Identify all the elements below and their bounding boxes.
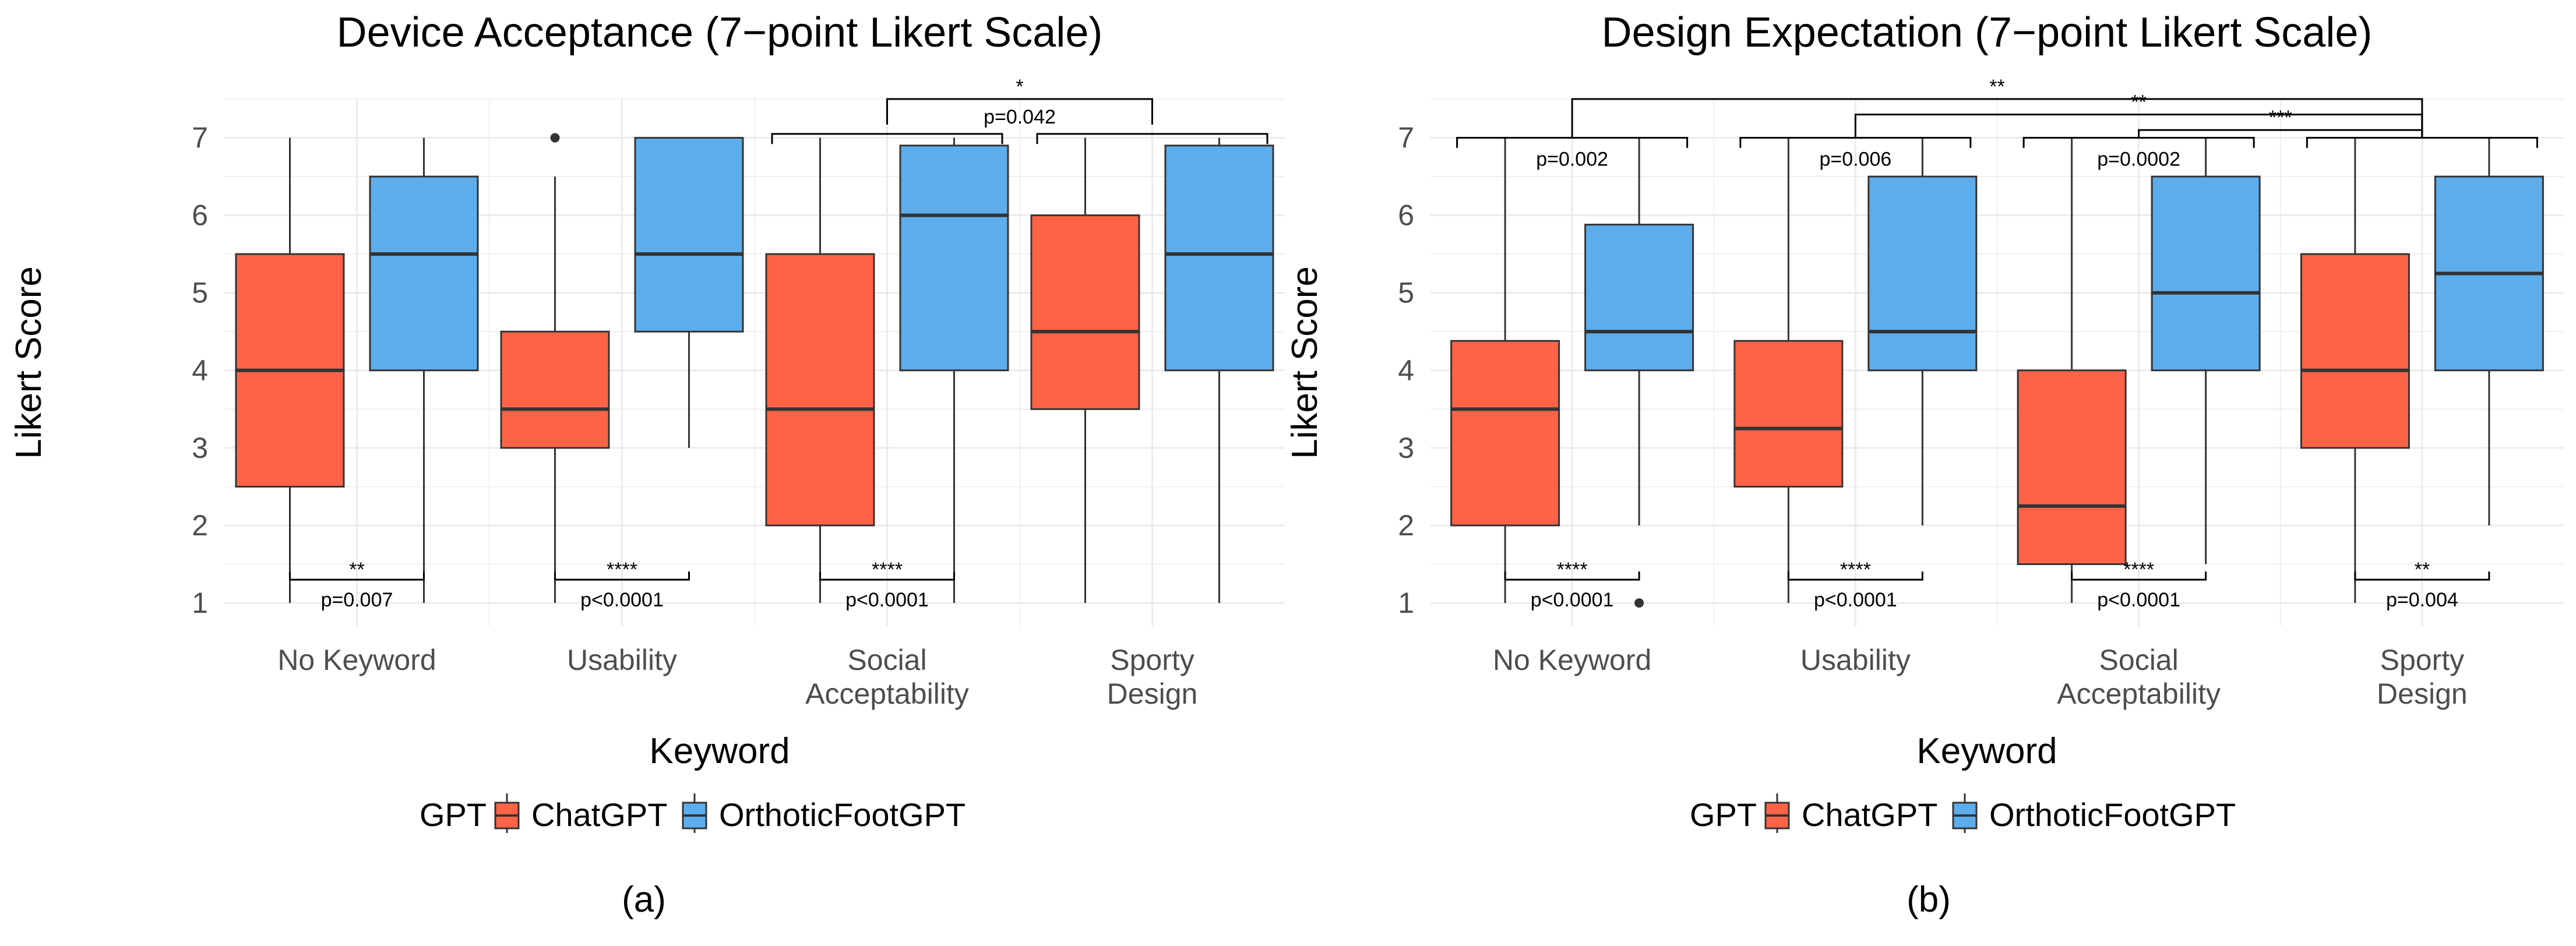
significance-stars: **** bbox=[872, 559, 903, 581]
significance-bracket bbox=[2354, 571, 2490, 581]
panel-device-acceptance: 1 2 3 4 5 6 7 ** p=0.007 **** p<0.0001 **** p<0.0001… bbox=[9, 9, 1285, 833]
box-orthoticfootgpt-no-keyword bbox=[1584, 224, 1694, 372]
legend-label-orthoticfootgpt: OrthoticFootGPT bbox=[1989, 796, 2236, 833]
box-chatgpt-sporty-design bbox=[1030, 214, 1140, 410]
outlier-orthoticfootgpt-no-keyword bbox=[1634, 598, 1644, 608]
significance-stars: **** bbox=[607, 559, 637, 581]
group-bracket bbox=[771, 133, 1003, 144]
legend-title: GPT bbox=[1690, 796, 1757, 833]
y-tick-label: 3 bbox=[1398, 432, 1414, 464]
significance-bracket bbox=[289, 571, 425, 581]
x-tick-label: Social bbox=[847, 644, 926, 676]
y-tick-label: 7 bbox=[1398, 122, 1414, 154]
x-tick-label: Usability bbox=[567, 644, 677, 676]
x-axis-title: Keyword bbox=[649, 731, 790, 771]
y-tick-label: 2 bbox=[192, 509, 208, 542]
box-orthoticfootgpt-social-acceptability bbox=[2151, 175, 2261, 372]
p-value-label: p=0.002 bbox=[1536, 149, 1608, 171]
p-value-label: p<0.0001 bbox=[1814, 589, 1897, 611]
legend-label-chatgpt: ChatGPT bbox=[1802, 796, 1937, 833]
box-chatgpt-no-keyword bbox=[1450, 340, 1560, 527]
significance-bracket bbox=[1504, 571, 1640, 581]
x-tick-label: No Keyword bbox=[1493, 644, 1651, 676]
comparison-bracket bbox=[1854, 114, 2423, 138]
x-tick-label: Sporty bbox=[2380, 644, 2465, 676]
x-tick-label: No Keyword bbox=[277, 644, 436, 676]
y-tick-label: 2 bbox=[1398, 509, 1414, 542]
x-tick-label: Sporty bbox=[1110, 644, 1194, 676]
p-value-label: p<0.0001 bbox=[845, 589, 929, 611]
box-orthoticfootgpt-usability bbox=[634, 137, 744, 333]
y-tick-label: 5 bbox=[192, 277, 208, 309]
significance-bracket bbox=[554, 571, 690, 581]
y-tick-label: 1 bbox=[192, 587, 208, 619]
p-value-label: p<0.0001 bbox=[580, 589, 664, 611]
box-orthoticfootgpt-social-acceptability bbox=[899, 144, 1009, 372]
panel-caption-a: (a) bbox=[622, 880, 666, 920]
y-axis-title: Likert Score bbox=[1285, 266, 1325, 459]
box-chatgpt-usability bbox=[1733, 340, 1844, 488]
outlier-chatgpt-usability bbox=[550, 133, 560, 143]
box-orthoticfootgpt-usability bbox=[1867, 175, 1978, 372]
y-tick-label: 3 bbox=[192, 432, 208, 464]
significance-stars: **** bbox=[2123, 559, 2154, 581]
significance-bracket bbox=[819, 571, 955, 581]
x-tick-label: Acceptability bbox=[805, 677, 969, 710]
y-tick-label: 4 bbox=[192, 354, 208, 387]
y-axis-title: Likert Score bbox=[9, 266, 49, 459]
p-value-label: p<0.0001 bbox=[2097, 589, 2180, 611]
x-tick-label: Design bbox=[1107, 677, 1198, 710]
x-tick-label: Usability bbox=[1800, 644, 1911, 676]
box-chatgpt-usability bbox=[500, 330, 610, 449]
group-bracket bbox=[1036, 133, 1268, 144]
y-tick-label: 5 bbox=[1398, 277, 1414, 309]
legend-label-chatgpt: ChatGPT bbox=[531, 796, 667, 833]
significance-stars: * bbox=[1016, 76, 1023, 98]
p-value-label: p=0.007 bbox=[321, 589, 393, 611]
chart-title: Design Expectation (7−point Likert Scale… bbox=[1602, 9, 2373, 56]
box-chatgpt-social-acceptability bbox=[2017, 369, 2127, 566]
significance-stars: ** bbox=[2415, 559, 2430, 581]
significance-stars: ** bbox=[1989, 76, 2004, 98]
significance-stars: **** bbox=[1557, 559, 1588, 581]
p-value-label: p<0.0001 bbox=[1531, 589, 1614, 611]
x-tick-label: Social bbox=[2099, 644, 2179, 676]
panel-design-expectation: 1234567****p<0.0001****p<0.0001****p<0.0… bbox=[1285, 9, 2564, 833]
y-tick-label: 6 bbox=[192, 199, 208, 232]
x-axis-title: Keyword bbox=[1916, 731, 2057, 771]
box-orthoticfootgpt-sporty-design bbox=[1164, 144, 1274, 372]
comparison-bracket bbox=[886, 98, 1153, 125]
x-tick-label: Design bbox=[2377, 677, 2468, 710]
p-value-label: p=0.042 bbox=[984, 106, 1056, 128]
x-tick-label: Acceptability bbox=[2057, 677, 2221, 710]
y-tick-label: 1 bbox=[1398, 587, 1414, 619]
significance-stars: **** bbox=[1840, 559, 1871, 581]
y-tick-label: 6 bbox=[1398, 199, 1414, 232]
y-tick-label: 7 bbox=[192, 122, 208, 154]
significance-bracket bbox=[2071, 571, 2207, 581]
legend-title: GPT bbox=[420, 796, 487, 833]
box-chatgpt-sporty-design bbox=[2300, 253, 2410, 449]
p-value-label: p=0.006 bbox=[1819, 149, 1891, 171]
significance-stars: *** bbox=[2269, 107, 2292, 129]
significance-stars: ** bbox=[349, 559, 364, 581]
chart-title: Device Acceptance (7−point Likert Scale) bbox=[337, 9, 1103, 56]
legend-label-orthoticfootgpt: OrthoticFootGPT bbox=[719, 796, 965, 833]
comparison-bracket bbox=[2138, 129, 2423, 138]
y-tick-label: 4 bbox=[1398, 354, 1414, 387]
significance-stars: ** bbox=[2131, 91, 2146, 114]
significance-bracket bbox=[1787, 571, 1923, 581]
p-value-label: p=0.0002 bbox=[2097, 149, 2180, 171]
box-orthoticfootgpt-no-keyword bbox=[369, 175, 479, 372]
panel-caption-b: (b) bbox=[1907, 880, 1951, 920]
p-value-label: p=0.004 bbox=[2386, 589, 2458, 611]
box-chatgpt-social-acceptability bbox=[765, 253, 875, 527]
